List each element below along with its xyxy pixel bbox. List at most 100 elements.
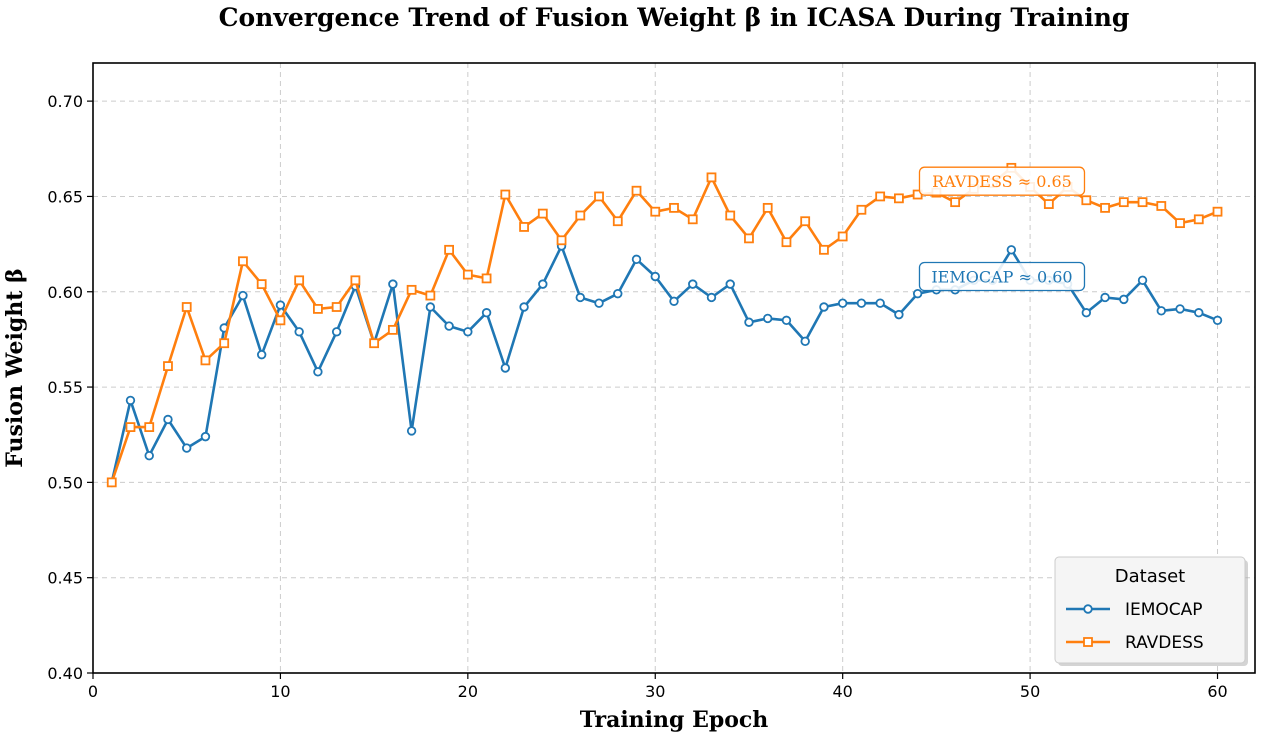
data-point	[556, 235, 567, 246]
data-point	[837, 231, 848, 242]
legend-marker	[1083, 604, 1093, 614]
data-point	[575, 292, 585, 303]
data-point	[294, 275, 305, 286]
data-point	[425, 302, 436, 312]
chart-title: Convergence Trend of Fusion Weight β in …	[219, 3, 1130, 32]
data-point	[406, 284, 417, 295]
data-point	[1175, 304, 1185, 314]
x-tick-label: 30	[645, 682, 665, 701]
y-tick-label: 0.70	[47, 92, 83, 111]
legend-entries: IEMOCAP RAVDESS	[1066, 600, 1204, 653]
data-point	[538, 279, 548, 289]
data-point	[181, 302, 192, 312]
data-point	[388, 279, 398, 289]
y-axis-label: Fusion Weight β	[2, 268, 28, 467]
data-point	[1175, 218, 1185, 229]
data-point	[144, 422, 155, 432]
data-point	[706, 292, 717, 303]
data-point	[444, 244, 454, 255]
data-point	[200, 431, 211, 442]
data-point	[744, 233, 754, 244]
y-tick-label: 0.45	[47, 569, 83, 588]
legend-item-ravdess: RAVDESS	[1066, 633, 1204, 653]
y-tick-label: 0.55	[47, 378, 83, 397]
data-point	[256, 349, 267, 360]
annotations: RAVDESS ≈ 0.65 IEMOCAP ≈ 0.60	[918, 166, 1086, 292]
legend: Dataset IEMOCAP RAVDESS	[1054, 556, 1248, 666]
data-point	[238, 290, 248, 301]
data-point	[1193, 214, 1204, 225]
data-point	[1081, 308, 1092, 318]
data-point	[1156, 201, 1167, 211]
data-point	[706, 172, 717, 183]
data-point	[650, 271, 660, 282]
data-point	[463, 327, 473, 337]
data-point	[144, 450, 154, 461]
data-point	[631, 185, 642, 196]
data-point	[650, 206, 661, 217]
data-point	[1194, 308, 1204, 318]
data-point	[500, 189, 511, 200]
data-point	[1100, 292, 1110, 303]
data-point	[1119, 294, 1129, 305]
y-tick-label: 0.50	[47, 473, 83, 492]
data-point	[313, 367, 323, 377]
data-point	[1100, 202, 1110, 213]
data-point	[631, 254, 642, 265]
y-tick-label: 0.40	[47, 664, 83, 683]
data-point	[894, 193, 904, 204]
y-tick-label: 0.60	[47, 283, 83, 302]
series-ravdess	[106, 162, 1223, 488]
data-point	[1156, 306, 1166, 316]
legend-title: Dataset	[1115, 566, 1186, 587]
legend-box	[1054, 556, 1246, 664]
x-tick-label: 0	[88, 682, 98, 701]
data-point	[1137, 275, 1148, 286]
data-point	[856, 298, 867, 308]
data-point	[800, 216, 811, 227]
plot-frame	[92, 62, 1256, 674]
data-point	[1081, 195, 1092, 206]
data-point	[481, 273, 492, 284]
data-point	[462, 269, 473, 280]
data-point	[837, 298, 848, 308]
data-point	[425, 290, 436, 301]
data-point	[519, 302, 529, 312]
data-point	[331, 327, 342, 337]
legend-marker	[1083, 637, 1093, 647]
data-point	[1006, 245, 1017, 255]
data-point	[763, 313, 773, 324]
data-point	[256, 279, 267, 290]
data-point	[1212, 206, 1223, 217]
x-tick-label: 50	[1020, 682, 1040, 701]
data-point	[781, 315, 792, 326]
data-point	[725, 279, 735, 289]
data-point	[163, 361, 173, 371]
data-point	[125, 422, 136, 432]
data-point	[950, 197, 961, 208]
annotation-box	[918, 166, 1086, 196]
data-point	[125, 395, 136, 406]
data-point	[856, 204, 867, 215]
data-point	[387, 324, 398, 335]
data-point	[800, 336, 810, 347]
data-point	[350, 275, 361, 286]
data-point	[1137, 197, 1148, 208]
data-point	[331, 302, 342, 312]
data-point	[594, 298, 604, 308]
data-point	[444, 321, 454, 331]
data-point	[163, 414, 173, 425]
y-tick-label: 0.65	[47, 187, 83, 206]
annotation-text: RAVDESS ≈ 0.65	[932, 172, 1072, 191]
data-point	[612, 216, 623, 227]
data-point	[275, 315, 286, 326]
data-point	[182, 443, 192, 453]
data-point	[1212, 315, 1223, 326]
data-point	[537, 208, 548, 219]
data-point	[875, 191, 886, 202]
data-point	[1043, 199, 1054, 209]
x-axis-label: Training Epoch	[580, 707, 769, 733]
data-point	[725, 210, 736, 221]
data-point	[519, 222, 529, 232]
data-point	[819, 302, 829, 312]
